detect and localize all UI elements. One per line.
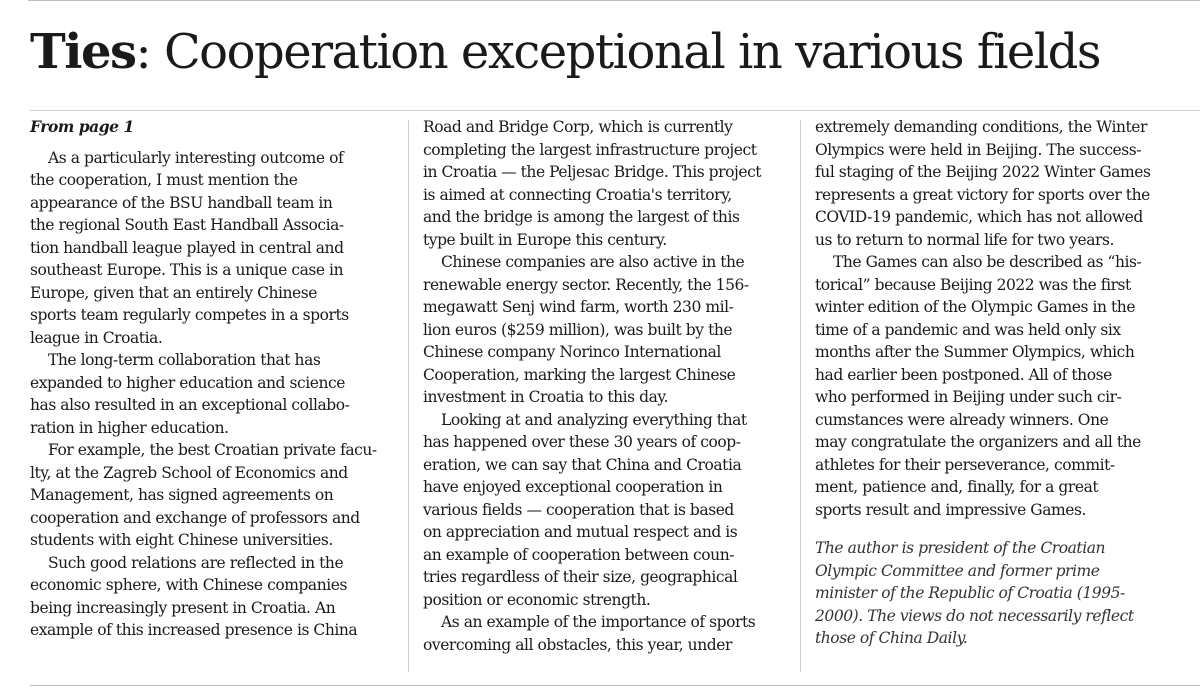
text-line: The author is president of the Croatian bbox=[815, 539, 1106, 557]
text-line: torical” because Beijing 2022 was the fi… bbox=[815, 275, 1131, 294]
text-line: Olympics were held in Beijing. The succe… bbox=[815, 140, 1142, 159]
text-line: COVID-19 pandemic, which has not allowed bbox=[815, 208, 1143, 226]
paragraph: The long-term collaboration that has expa… bbox=[30, 349, 396, 439]
text-line: expanded to higher education and science bbox=[30, 373, 345, 392]
text-line: example of this increased presence is Ch… bbox=[30, 621, 358, 639]
text-line: an example of cooperation between coun- bbox=[423, 545, 735, 564]
text-line: who performed in Beijing under such cir- bbox=[815, 388, 1122, 406]
text-line: cooperation and exchange of professors a… bbox=[30, 508, 360, 527]
author-note: The author is president of the Croatian O… bbox=[815, 537, 1185, 650]
headline-rule bbox=[30, 110, 1200, 111]
text-line: the regional South East Handball Associa… bbox=[30, 216, 344, 234]
text-line: southeast Europe. This is a unique case … bbox=[30, 261, 344, 279]
text-line: winter edition of the Olympic Games in t… bbox=[815, 298, 1136, 316]
text-line: Cooperation, marking the largest Chinese bbox=[423, 365, 736, 384]
paragraph: As an example of the importance of sport… bbox=[423, 611, 789, 656]
text-line: For example, the best Croatian private f… bbox=[48, 441, 377, 459]
text-line: may congratulate the organizers and all … bbox=[815, 433, 1141, 451]
text-line: has happened over these 30 years of coop… bbox=[423, 433, 741, 451]
paragraph: Chinese companies are also active in the… bbox=[423, 251, 789, 409]
article-column-3: extremely demanding conditions, the Wint… bbox=[815, 116, 1185, 650]
text-line: have enjoyed exceptional cooperation in bbox=[423, 478, 723, 496]
text-line: The long-term collaboration that has bbox=[48, 351, 321, 369]
paragraph: Looking at and analyzing everything that… bbox=[423, 409, 789, 612]
text-line: Chinese company Norinco International bbox=[423, 343, 721, 361]
text-line: overcoming all obstacles, this year, und… bbox=[423, 635, 732, 654]
text-line: Such good relations are reflected in the bbox=[48, 553, 344, 572]
text-line: athletes for their perseverance, commit- bbox=[815, 455, 1115, 474]
text-line: Europe, given that an entirely Chinese bbox=[30, 283, 318, 302]
text-line: in Croatia — the Peljesac Bridge. This p… bbox=[423, 163, 762, 181]
text-line: is aimed at connecting Croatia's territo… bbox=[423, 185, 732, 204]
headline: Ties: Cooperation exceptional in various… bbox=[30, 16, 1102, 88]
text-line: the cooperation, I must mention the bbox=[30, 171, 298, 189]
paragraph: Such good relations are reflected in the… bbox=[30, 552, 396, 642]
headline-text: : Cooperation exceptional in various fie… bbox=[135, 24, 1102, 80]
text-line: had earlier been postponed. All of those bbox=[815, 365, 1112, 384]
text-line: and the bridge is among the largest of t… bbox=[423, 208, 740, 226]
text-line: cumstances were already winners. One bbox=[815, 410, 1109, 429]
text-line: minister of the Republic of Croatia (199… bbox=[815, 584, 1125, 602]
text-line: megawatt Senj wind farm, worth 230 mil- bbox=[423, 298, 734, 316]
bottom-rule bbox=[30, 685, 1200, 686]
text-line: time of a pandemic and was held only six bbox=[815, 320, 1121, 339]
text-line: investment in Croatia to this day. bbox=[423, 388, 669, 406]
text-line: represents a great victory for sports ov… bbox=[815, 185, 1150, 204]
text-line: Olympic Committee and former prime bbox=[815, 561, 1100, 580]
text-line: Chinese companies are also active in the bbox=[441, 253, 745, 271]
text-line: sports result and impressive Games. bbox=[815, 500, 1086, 519]
text-line: ful staging of the Beijing 2022 Winter G… bbox=[815, 163, 1151, 181]
text-line: appearance of the BSU handball team in bbox=[30, 193, 333, 212]
headline-lead: Ties bbox=[30, 24, 137, 80]
text-line: those of China Daily. bbox=[815, 629, 968, 647]
text-line: ment, patience and, finally, for a great bbox=[815, 478, 1099, 496]
text-line: students with eight Chinese universities… bbox=[30, 531, 333, 549]
text-line: Road and Bridge Corp, which is currently bbox=[423, 118, 733, 136]
text-line: lty, at the Zagreb School of Economics a… bbox=[30, 463, 348, 482]
column-divider bbox=[408, 120, 409, 672]
text-line: Management, has signed agreements on bbox=[30, 486, 334, 504]
text-line: 2000). The views do not necessarily refl… bbox=[815, 606, 1134, 625]
text-line: league in Croatia. bbox=[30, 328, 163, 347]
top-rule bbox=[28, 0, 1200, 1]
paragraph: Road and Bridge Corp, which is currently… bbox=[423, 116, 789, 251]
text-line: tion handball league played in central a… bbox=[30, 238, 344, 257]
text-line: The Games can also be described as “his- bbox=[833, 253, 1142, 271]
text-line: being increasingly present in Croatia. A… bbox=[30, 598, 336, 617]
text-line: on appreciation and mutual respect and i… bbox=[423, 523, 738, 541]
text-line: As a particularly interesting outcome of bbox=[48, 148, 344, 167]
text-line: eration, we can say that China and Croat… bbox=[423, 455, 742, 474]
text-line: economic sphere, with Chinese companies bbox=[30, 576, 347, 594]
text-line: has also resulted in an exceptional coll… bbox=[30, 396, 350, 414]
article-column-1: From page 1 As a particularly interestin… bbox=[30, 116, 396, 642]
text-line: ration in higher education. bbox=[30, 418, 229, 437]
text-line: extremely demanding conditions, the Wint… bbox=[815, 118, 1147, 136]
text-line: sports team regularly competes in a spor… bbox=[30, 306, 349, 324]
text-line: renewable energy sector. Recently, the 1… bbox=[423, 275, 749, 294]
text-line: lion euros ($259 million), was built by … bbox=[423, 320, 733, 339]
paragraph: The Games can also be described as “his-… bbox=[815, 251, 1185, 521]
text-line: tries regardless of their size, geograph… bbox=[423, 568, 738, 586]
article-column-2: Road and Bridge Corp, which is currently… bbox=[423, 116, 789, 656]
text-line: position or economic strength. bbox=[423, 590, 651, 609]
kicker: From page 1 bbox=[30, 117, 134, 136]
text-line: us to return to normal life for two year… bbox=[815, 230, 1114, 249]
text-line: type built in Europe this century. bbox=[423, 230, 667, 249]
text-line: completing the largest infrastructure pr… bbox=[423, 140, 757, 159]
column-divider bbox=[800, 120, 801, 672]
text-line: months after the Summer Olympics, which bbox=[815, 343, 1135, 361]
paragraph: For example, the best Croatian private f… bbox=[30, 439, 396, 552]
text-line: Looking at and analyzing everything that bbox=[441, 410, 747, 429]
text-line: various fields — cooperation that is bas… bbox=[423, 500, 734, 519]
text-line: As an example of the importance of sport… bbox=[441, 613, 756, 631]
paragraph: extremely demanding conditions, the Wint… bbox=[815, 116, 1185, 251]
paragraph: As a particularly interesting outcome of… bbox=[30, 147, 396, 350]
